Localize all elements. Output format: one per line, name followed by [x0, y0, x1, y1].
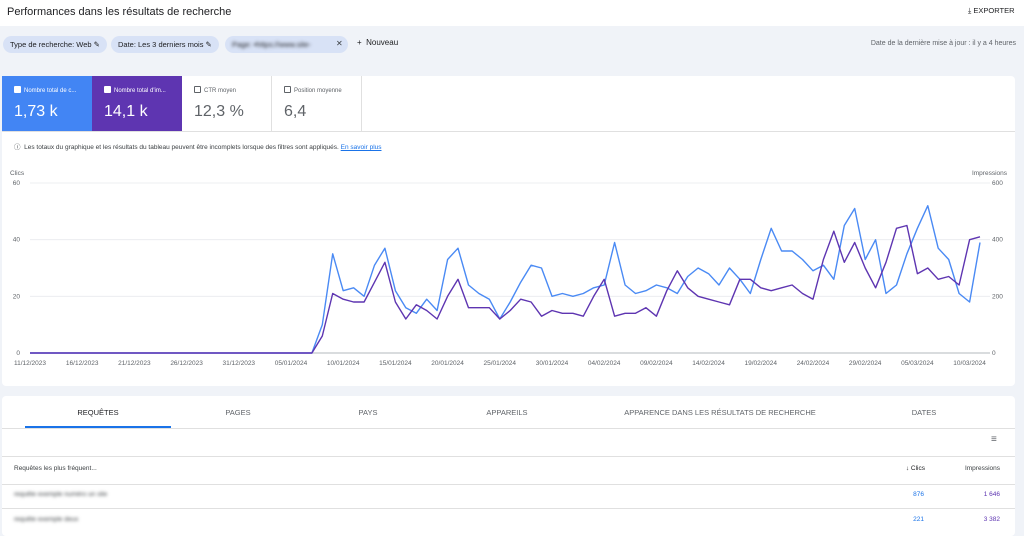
column-header[interactable]: Impressions — [964, 465, 1000, 472]
divider — [2, 428, 1015, 429]
divider — [2, 508, 1015, 509]
metric-label: Nombre total d'im... — [114, 88, 166, 94]
divider — [2, 484, 1015, 485]
x-tick-label: 04/02/2024 — [588, 360, 621, 367]
tab[interactable]: APPARENCE DANS LES RÉSULTATS DE RECHERCH… — [624, 408, 816, 417]
export-label: EXPORTER — [973, 6, 1015, 15]
note-link[interactable]: En savoir plus — [340, 144, 382, 151]
filter-chip[interactable]: Date: Les 3 derniers mois ✎ — [111, 36, 219, 53]
column-header[interactable]: ↓ Clics — [905, 465, 925, 472]
metric-value: 14,1 k — [104, 103, 148, 120]
cell-impressions: 1 646 — [983, 491, 1000, 498]
y-tick-label: 60 — [13, 180, 21, 187]
divider — [2, 131, 1015, 132]
x-tick-label: 21/12/2023 — [118, 360, 151, 367]
x-tick-label: 20/01/2024 — [431, 360, 464, 367]
note: ⓘ Les totaux du graphique et les résulta… — [14, 144, 382, 151]
y-tick-label: 0 — [16, 350, 20, 357]
x-tick-label: 10/01/2024 — [327, 360, 360, 367]
update-info: Date de la dernière mise à jour : il y a… — [870, 40, 1016, 47]
metric-label: Position moyenne — [294, 88, 342, 94]
x-tick-label: 31/12/2023 — [223, 360, 256, 367]
chip-label: Type de recherche: Web — [10, 40, 92, 49]
x-tick-label: 26/12/2023 — [170, 360, 203, 367]
new-filter[interactable]: + Nouveau — [357, 38, 399, 47]
new-label: Nouveau — [366, 38, 399, 47]
chip-close[interactable]: ✕ — [336, 39, 343, 48]
metric-card[interactable]: Position moyenne 6,4 — [272, 76, 362, 131]
cell-clicks: 221 — [913, 516, 924, 523]
filter-chip[interactable]: Type de recherche: Web ✎ — [3, 36, 107, 53]
x-tick-label: 14/02/2024 — [692, 360, 725, 367]
chip-label: Date: Les 3 derniers mois — [118, 40, 204, 49]
x-tick-label: 11/12/2023 — [14, 360, 46, 367]
x-tick-label: 30/01/2024 — [536, 360, 569, 367]
metric-card[interactable]: CTR moyen 12,3 % — [182, 76, 272, 131]
y2-tick-label: 600 — [992, 180, 1003, 187]
tab[interactable]: PAYS — [358, 408, 378, 417]
x-tick-label: 24/02/2024 — [797, 360, 830, 367]
divider — [2, 456, 1015, 457]
top-bar — [0, 0, 1024, 26]
x-tick-label: 29/02/2024 — [849, 360, 882, 367]
y2-tick-label: 200 — [992, 293, 1003, 300]
filter-chip[interactable]: Page: •https://www.site-exemple.com/ — [225, 36, 348, 53]
cell-clicks: 876 — [913, 491, 924, 498]
metric-label: CTR moyen — [204, 88, 237, 94]
chart: Clics Impressions 0204060020040060011/12… — [10, 170, 1008, 367]
metric-label: Nombre total de c... — [24, 88, 77, 94]
tab[interactable]: DATES — [911, 408, 937, 417]
y2-tick-label: 0 — [992, 350, 996, 357]
tab-indicator — [25, 426, 171, 428]
x-tick-label: 05/01/2024 — [275, 360, 308, 367]
metric-value: 12,3 % — [194, 103, 244, 120]
x-tick-label: 25/01/2024 — [484, 360, 517, 367]
x-tick-label: 16/12/2023 — [66, 360, 99, 367]
query: requête exemple deux — [14, 516, 79, 523]
x-tick-label: 05/03/2024 — [901, 360, 934, 367]
metric-value: 6,4 — [284, 103, 307, 120]
tab[interactable]: APPAREILS — [486, 408, 528, 417]
y2-axis-label: Impressions — [972, 170, 1008, 177]
x-tick-label: 19/02/2024 — [744, 360, 777, 367]
y2-tick-label: 400 — [992, 237, 1003, 244]
filter-icon[interactable]: ≡ — [991, 434, 997, 445]
series-line — [30, 224, 981, 354]
chip-label: Page: •https://www.site-exemple.com/ — [232, 40, 311, 49]
page-title: Performances dans les résultats de reche… — [7, 6, 232, 18]
y-axis-label: Clics — [10, 170, 25, 177]
query: requête exemple numéro un site — [14, 491, 108, 498]
x-tick-label: 15/01/2024 — [379, 360, 412, 367]
x-tick-label: 10/03/2024 — [953, 360, 986, 367]
column-label: Clics — [910, 465, 925, 472]
x-tick-label: 09/02/2024 — [640, 360, 673, 367]
y-tick-label: 20 — [13, 293, 21, 300]
metric-card[interactable]: Nombre total d'im... 14,1 k — [92, 76, 182, 131]
note-text: Les totaux du graphique et les résultats… — [24, 144, 339, 151]
export-button[interactable]: ⤓ EXPORTER — [968, 6, 1015, 15]
tab[interactable]: REQUÊTES — [77, 408, 119, 417]
metric-value: 1,73 k — [14, 103, 58, 120]
series-line — [30, 205, 981, 354]
y-tick-label: 40 — [13, 237, 21, 244]
cell-impressions: 3 382 — [983, 516, 1000, 523]
tab[interactable]: PAGES — [225, 408, 251, 417]
table-panel — [2, 396, 1015, 536]
metric-card[interactable]: Nombre total de c... 1,73 k — [2, 76, 92, 131]
column-header: Requêtes les plus fréquent... — [14, 465, 97, 472]
